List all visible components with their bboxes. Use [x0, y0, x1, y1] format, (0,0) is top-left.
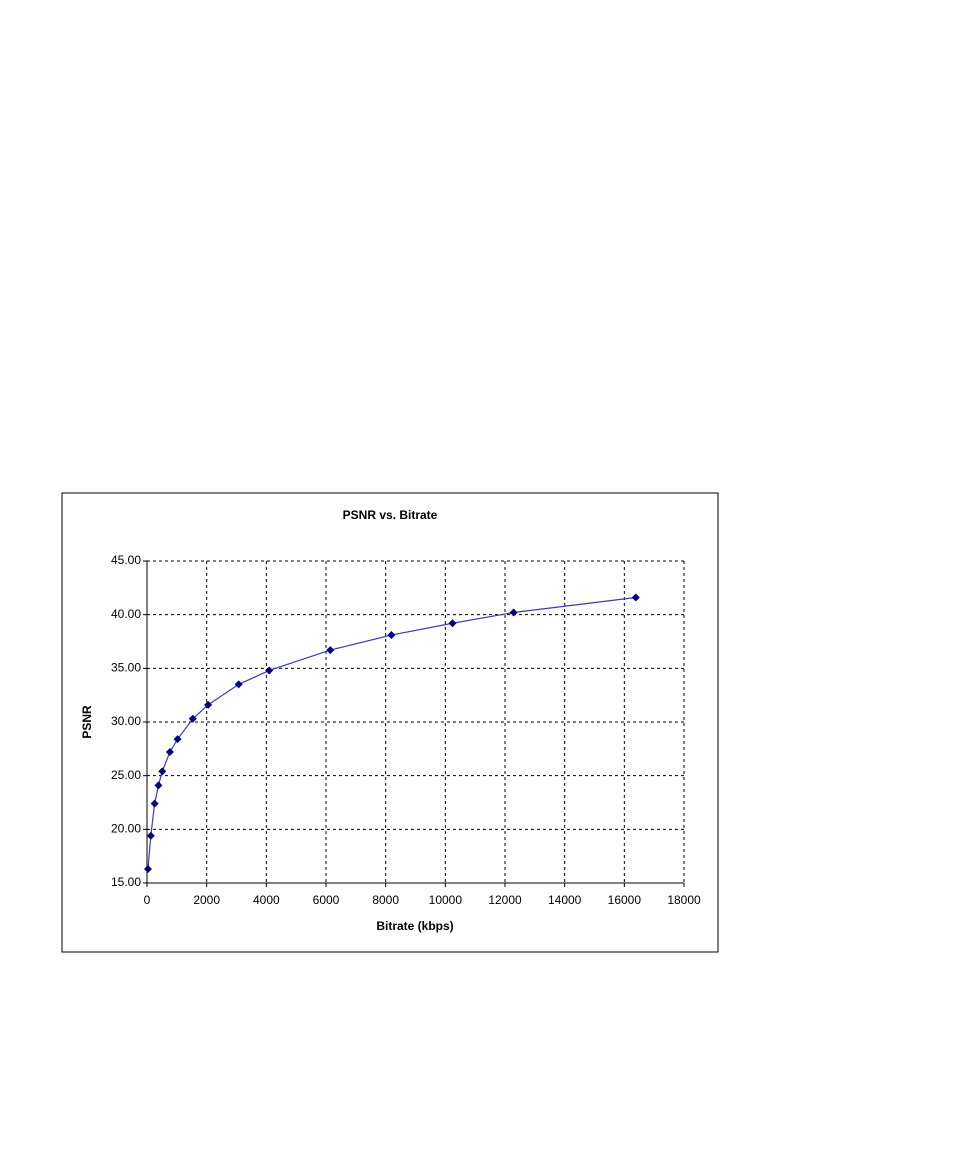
point	[143, 865, 152, 874]
x-axis-label: Bitrate (kbps)	[376, 919, 453, 933]
x-tick-label: 6000	[313, 893, 340, 907]
point	[154, 781, 163, 790]
chart-title: PSNR vs. Bitrate	[343, 508, 438, 522]
point	[509, 608, 518, 617]
x-tick-label: 2000	[193, 893, 220, 907]
point	[173, 735, 182, 744]
point	[165, 748, 174, 757]
point	[150, 799, 159, 808]
y-axis-label: PSNR	[80, 705, 94, 739]
series-line	[147, 596, 636, 870]
point	[265, 666, 274, 675]
y-tick-label: 40.00	[111, 607, 141, 621]
y-tick-label: 25.00	[111, 768, 141, 782]
point	[326, 646, 335, 655]
y-tick-label: 20.00	[111, 822, 141, 836]
x-tick-label: 18000	[667, 893, 701, 907]
x-tick-label: 16000	[608, 893, 642, 907]
y-tick-label: 15.00	[111, 875, 141, 889]
point	[234, 680, 243, 689]
y-tick-label: 30.00	[111, 714, 141, 728]
point	[146, 831, 155, 840]
x-tick-label: 8000	[372, 893, 399, 907]
x-tick-label: 14000	[548, 893, 582, 907]
point	[188, 714, 197, 723]
point	[158, 767, 167, 776]
x-tick-label: 12000	[488, 893, 522, 907]
y-tick-label: 45.00	[111, 553, 141, 567]
x-tick-label: 0	[144, 893, 151, 907]
point	[387, 631, 396, 640]
x-tick-label: 10000	[429, 893, 463, 907]
y-tick-label: 35.00	[111, 661, 141, 675]
point	[448, 619, 457, 628]
point	[631, 593, 640, 602]
point	[204, 700, 213, 709]
x-tick-label: 4000	[253, 893, 280, 907]
